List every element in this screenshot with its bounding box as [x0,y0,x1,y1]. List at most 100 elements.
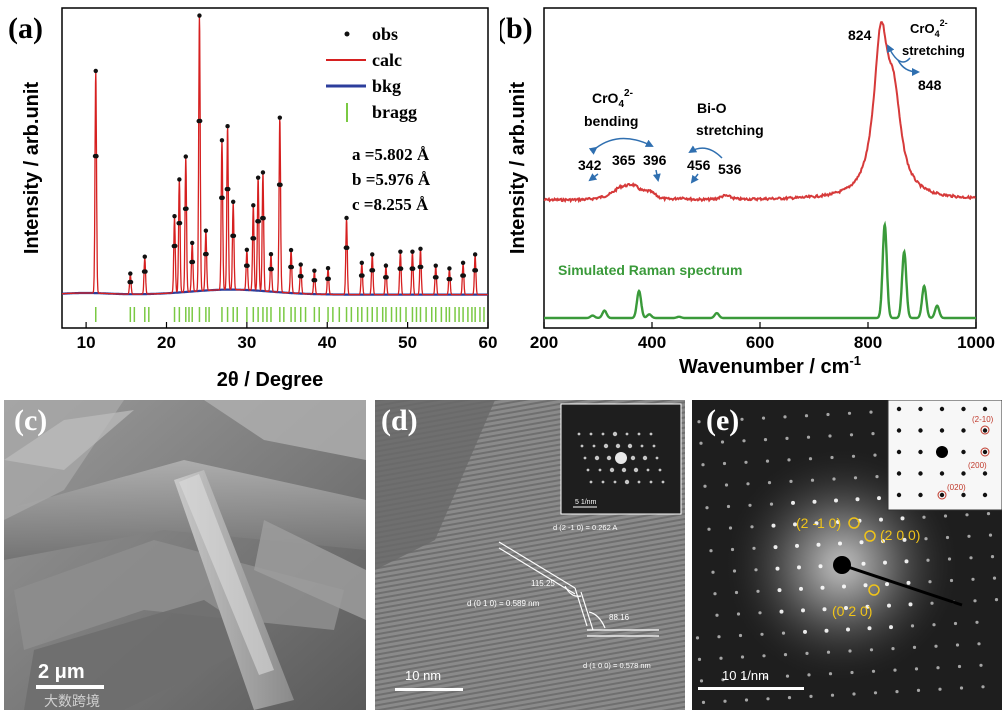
svg-text:bending: bending [584,113,638,129]
xrd-obs-point [256,219,262,224]
xrd-obs-point [94,153,99,159]
peak-label-396: 396 [643,152,667,168]
xrd-obs-point [268,252,274,257]
xrd-obs-point [360,273,365,278]
xrd-obs-point [197,13,202,18]
xrd-obs-point [461,273,467,278]
xrd-obs-point [219,138,225,143]
xrd-obs-point [370,252,375,257]
raman-xlabel: Wavenumber / cm-1 [679,353,861,378]
legend-bragg-label: bragg [372,102,417,122]
lattice-a: a =5.802 Å [352,145,430,164]
raman-tick-label-600: 600 [746,333,774,352]
panel-label-a: (a) [8,12,43,45]
simulated-label: Simulated Raman spectrum [558,262,742,278]
arrow-456 [690,173,699,184]
raman-tick-label-800: 800 [854,333,882,352]
peak-label-848: 848 [918,77,942,93]
xrd-plot-frame [61,7,489,329]
xrd-obs-point [231,199,236,205]
raman-peak-labels: 342 365 396 456 536 824 848 [578,27,942,177]
cro4-stretching-annotation: CrO42- stretching [887,18,965,76]
xrd-obs-point [177,220,183,226]
xrd-xlabel: 2θ / Degree [217,369,323,390]
svg-text:CrO42-: CrO42- [592,88,633,110]
xrd-obs-point [433,263,438,268]
svg-text:CrO42-: CrO42- [910,18,948,39]
fft-scale-label: 5 1/nm [575,499,597,506]
xrd-obs-point [255,175,261,180]
xrd-obs-point [326,276,331,281]
raman-tick-label-400: 400 [638,333,666,352]
xrd-obs-point [184,206,189,211]
peak-label-824: 824 [848,27,872,43]
panel-label-c: (c) [14,404,47,437]
xrd-obs-point [325,265,331,271]
xrd-obs-point [190,259,196,265]
xrd-obs-point [260,170,266,175]
xrd-chart: (a) 10 20 30 40 50 60 2θ / Degree Intensity /… [8,7,498,390]
lattice-b: b =5.976 Å [352,170,431,189]
xrd-ylabel: Intensity / arb.unit [21,82,43,255]
xrd-obs-point [204,251,209,257]
svg-text:stretching: stretching [902,43,965,58]
xrd-obs-point [410,266,416,271]
xrd-tick-label-30: 30 [237,333,256,352]
xrd-obs-point [370,268,376,273]
peak-label-365: 365 [612,152,636,168]
lattice-measurement [498,541,659,637]
saed-scale-label: 10 1/nm [722,668,769,683]
xrd-obs-point [93,68,98,74]
xrd-obs-point [398,266,404,271]
xrd-obs-point [419,264,424,270]
xrd-obs-point [288,247,294,253]
peak-label-536: 536 [718,161,742,177]
raman-experimental-line [543,20,976,204]
xrd-obs-points [92,13,479,285]
xrd-obs-point [245,263,250,268]
xrd-obs-point [434,275,439,280]
xrd-obs-point [359,260,365,266]
xrd-x-ticks: 10 20 30 40 50 60 [77,322,498,352]
xrd-bragg-markers [95,307,485,322]
legend-calc-label: calc [372,50,402,70]
legend-obs-marker [344,31,350,37]
raman-ylabel: Intensity / arb.unit [507,82,529,255]
xrd-obs-point [251,236,257,241]
xrd-obs-point [447,276,453,282]
xrd-obs-point [128,271,133,276]
hrtem-image: 5 1/nm (d) d (2 -1 0) = 0.262 A 115.25 d… [375,400,685,710]
hrtem-amorphous-edge [375,400,495,570]
bio-stretching-annotation: Bi-O stretching [688,100,764,159]
xrd-obs-point [173,243,178,249]
xrd-obs-point [447,266,452,271]
xrd-obs-point [383,263,389,268]
panel-label-b: (b) [500,12,533,45]
arrow-396 [652,169,661,182]
xrd-tick-label-10: 10 [77,333,96,352]
watermark-text: 大数跨境 [44,693,100,709]
angle2-label: 88.16 [609,613,630,622]
xrd-obs-point [190,240,195,246]
xrd-obs-point [203,228,209,233]
xrd-obs-point [312,278,318,283]
lattice-c: c =8.255 Å [352,195,429,214]
raman-x-ticks: 200 400 600 800 1000 [530,322,995,352]
arrow-342 [588,173,599,182]
xrd-obs-point [460,260,466,266]
inset-label-2-10: (2-10) [972,415,994,424]
beam-stopper-rod [841,563,963,607]
xrd-obs-point [143,269,148,274]
xrd-legend: obs calc bkg bragg [326,24,417,122]
xrd-tick-label-60: 60 [479,333,498,352]
xrd-obs-point [231,233,237,239]
panel-label-d: (d) [381,404,418,437]
xrd-obs-point [398,249,403,254]
xrd-obs-point [289,264,294,270]
raman-tick-label-1000: 1000 [957,333,995,352]
hrtem-scale-label: 10 nm [405,668,441,683]
xrd-obs-point [128,279,134,285]
xrd-obs-point [344,215,349,221]
raman-chart: (b) 200 400 600 800 1000 Wavenumber / cm-1 I… [500,7,995,378]
d-010-label: d (0 1 0) = 0.589 nm [467,599,540,608]
